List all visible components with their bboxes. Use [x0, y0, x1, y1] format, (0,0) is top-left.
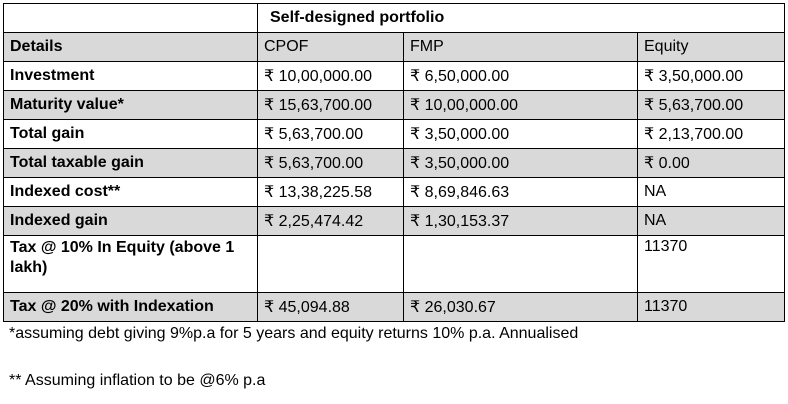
column-header-cpof: CPOF: [257, 32, 404, 62]
cell-cpof: ₹ 5,63,700.00: [257, 148, 404, 178]
column-header-row: Details CPOF FMP Equity: [3, 32, 785, 62]
row-label: Indexed cost**: [3, 177, 258, 207]
portfolio-heading: Self-designed portfolio: [257, 3, 785, 33]
table-row: Investment ₹ 10,00,000.00 ₹ 6,50,000.00 …: [3, 61, 785, 91]
table-row: Indexed cost** ₹ 13,38,225.58 ₹ 8,69,846…: [3, 177, 785, 207]
cell-fmp: ₹ 1,30,153.37: [403, 206, 638, 236]
cell-fmp: ₹ 10,00,000.00: [403, 90, 638, 120]
row-label: Tax @ 20% with Indexation: [3, 292, 258, 322]
cell-cpof: ₹ 13,38,225.58: [257, 177, 404, 207]
row-label: Investment: [3, 61, 258, 91]
cell-equity: 11370: [637, 235, 785, 293]
cell-cpof: [257, 235, 404, 293]
cell-equity: ₹ 3,50,000.00: [637, 61, 785, 91]
cell-cpof: ₹ 5,63,700.00: [257, 119, 404, 149]
cell-cpof: ₹ 10,00,000.00: [257, 61, 404, 91]
cell-equity: NA: [637, 206, 785, 236]
cell-equity: ₹ 5,63,700.00: [637, 90, 785, 120]
footnote-inflation: ** Assuming inflation to be @6% p.a: [9, 372, 266, 389]
cell-cpof: ₹ 45,094.88: [257, 292, 404, 322]
cell-equity: ₹ 2,13,700.00: [637, 119, 785, 149]
portfolio-table: Self-designed portfolio Details CPOF FMP…: [3, 3, 785, 322]
cell-fmp: ₹ 3,50,000.00: [403, 148, 638, 178]
row-label: Tax @ 10% In Equity (above 1 lakh): [3, 235, 258, 293]
table-row: Tax @ 10% In Equity (above 1 lakh) 11370: [3, 235, 785, 293]
table-row: Tax @ 20% with Indexation ₹ 45,094.88 ₹ …: [3, 292, 785, 322]
cell-cpof: ₹ 2,25,474.42: [257, 206, 404, 236]
table-row: Total gain ₹ 5,63,700.00 ₹ 3,50,000.00 ₹…: [3, 119, 785, 149]
row-label: Total gain: [3, 119, 258, 149]
cell-fmp: ₹ 8,69,846.63: [403, 177, 638, 207]
cell-cpof: ₹ 15,63,700.00: [257, 90, 404, 120]
cell-fmp: ₹ 6,50,000.00: [403, 61, 638, 91]
column-header-details: Details: [3, 32, 258, 62]
cell-fmp: [403, 235, 638, 293]
cell-equity: NA: [637, 177, 785, 207]
title-row: Self-designed portfolio: [3, 3, 785, 33]
column-header-equity: Equity: [637, 32, 785, 62]
cell-equity: ₹ 0.00: [637, 148, 785, 178]
cell-fmp: ₹ 26,030.67: [403, 292, 638, 322]
column-header-fmp: FMP: [403, 32, 638, 62]
row-label: Indexed gain: [3, 206, 258, 236]
table-row: Maturity value* ₹ 15,63,700.00 ₹ 10,00,0…: [3, 90, 785, 120]
table-row: Total taxable gain ₹ 5,63,700.00 ₹ 3,50,…: [3, 148, 785, 178]
row-label: Total taxable gain: [3, 148, 258, 178]
empty-corner-cell: [3, 3, 258, 33]
footnote-returns: *assuming debt giving 9%p.a for 5 years …: [9, 325, 579, 342]
cell-equity: 11370: [637, 292, 785, 322]
row-label: Maturity value*: [3, 90, 258, 120]
cell-fmp: ₹ 3,50,000.00: [403, 119, 638, 149]
table-row: Indexed gain ₹ 2,25,474.42 ₹ 1,30,153.37…: [3, 206, 785, 236]
